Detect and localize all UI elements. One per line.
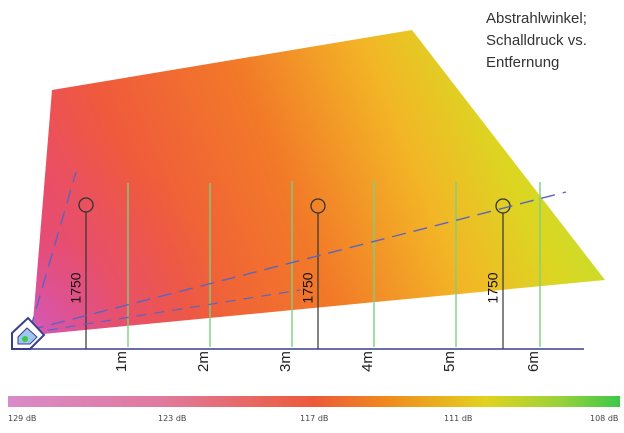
scale-label-108: 108 dB — [590, 414, 619, 423]
listener-marker-1 — [78, 197, 94, 213]
title-line-1: Abstrahlwinkel; — [486, 10, 587, 27]
guide-line-lower — [29, 289, 301, 334]
coverage-near-field — [32, 30, 605, 335]
scale-label-117: 117 dB — [300, 414, 329, 423]
distance-label-6m: 6m — [525, 351, 542, 372]
guide-line-upper — [29, 171, 77, 331]
scale-label-111: 111 dB — [444, 414, 473, 423]
title-line-3: Entfernung — [486, 54, 560, 71]
distance-label-3m: 3m — [277, 351, 294, 372]
distance-lines — [127, 180, 541, 347]
distance-label-5m: 5m — [441, 351, 458, 372]
dispersion-guides — [29, 171, 567, 334]
listener-height-label-2: 1750 — [300, 272, 316, 303]
distance-label-2m: 2m — [195, 351, 212, 372]
distance-labels: 1m 2m 3m 4m 5m 6m — [113, 351, 542, 372]
listener-height-label-1: 1750 — [68, 272, 84, 303]
sound-pressure-color-scale — [8, 396, 620, 407]
speaker-icon — [11, 316, 46, 350]
title-line-2: Schalldruck vs. — [486, 32, 587, 49]
scale-label-129: 129 dB — [8, 414, 37, 423]
diagram-title: Abstrahlwinkel; Schalldruck vs. Entfernu… — [486, 8, 587, 74]
distance-label-1m: 1m — [113, 351, 130, 372]
listener-marker-2 — [310, 198, 326, 214]
guide-line-axis — [29, 191, 567, 331]
listener-labels: 1750 1750 1750 — [68, 272, 501, 303]
distance-label-4m: 4m — [359, 351, 376, 372]
listener-height-label-3: 1750 — [485, 272, 501, 303]
listener-lines — [78, 197, 511, 349]
scale-label-123: 123 dB — [158, 414, 187, 423]
